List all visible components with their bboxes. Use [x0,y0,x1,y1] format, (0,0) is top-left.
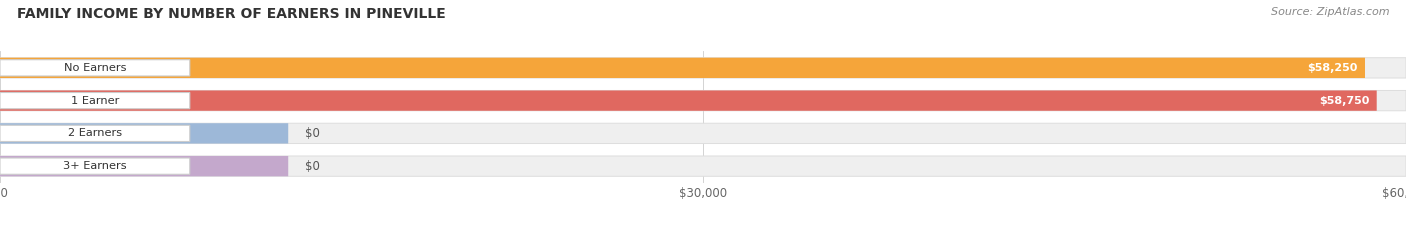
FancyBboxPatch shape [0,60,190,76]
Text: No Earners: No Earners [63,63,127,73]
Text: $58,750: $58,750 [1319,96,1369,106]
Text: 3+ Earners: 3+ Earners [63,161,127,171]
FancyBboxPatch shape [0,156,288,176]
Text: $58,250: $58,250 [1308,63,1358,73]
FancyBboxPatch shape [0,92,190,109]
Text: 2 Earners: 2 Earners [67,128,122,138]
Text: Source: ZipAtlas.com: Source: ZipAtlas.com [1271,7,1389,17]
FancyBboxPatch shape [0,156,1406,176]
FancyBboxPatch shape [0,58,1365,78]
FancyBboxPatch shape [0,158,190,174]
FancyBboxPatch shape [0,125,190,142]
Text: FAMILY INCOME BY NUMBER OF EARNERS IN PINEVILLE: FAMILY INCOME BY NUMBER OF EARNERS IN PI… [17,7,446,21]
Text: $0: $0 [305,160,321,173]
FancyBboxPatch shape [0,91,1376,111]
FancyBboxPatch shape [0,91,1406,111]
Text: $0: $0 [305,127,321,140]
Text: 1 Earner: 1 Earner [70,96,120,106]
FancyBboxPatch shape [0,58,1406,78]
FancyBboxPatch shape [0,123,1406,143]
FancyBboxPatch shape [0,123,288,143]
